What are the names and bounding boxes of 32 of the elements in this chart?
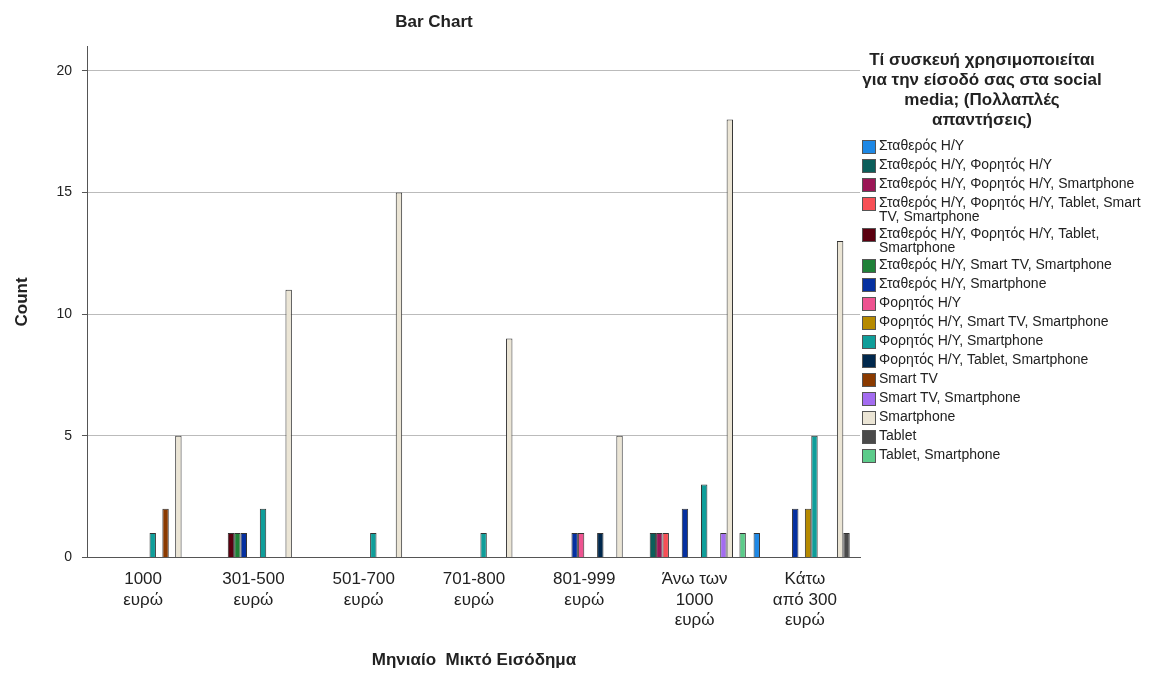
y-tick-label: 15 xyxy=(56,183,73,200)
legend-title: Τί συσκευή χρησιμοποιείται για την είσοδό σας στα social media; (Πολλαπλές απαντήσεις) xyxy=(862,50,1102,130)
legend-label: Σταθερός Η/Υ, Φορητός Η/Υ, Tablet, Smart TV, Smartphone xyxy=(879,194,1142,224)
x-tick-label: Κάτω από 300 ευρώ xyxy=(772,569,837,630)
legend-label: Σταθερός Η/Υ, Smartphone xyxy=(879,275,1048,291)
x-axis-title: Μηνιαίο Μικτό Εισόδημα xyxy=(371,650,577,670)
legend-label: Φορητός Η/Υ xyxy=(879,294,962,310)
x-tick-label: Άνω των 1000 ευρώ xyxy=(661,569,728,630)
legend-label: Σταθερός Η/Υ xyxy=(879,137,966,153)
x-tick-label: 701-800 ευρώ xyxy=(442,569,506,609)
legend-label: Smart TV, Smartphone xyxy=(879,389,1022,405)
y-tick-label: 5 xyxy=(64,426,73,443)
y-axis-title: Count xyxy=(11,277,31,327)
y-tick-label: 0 xyxy=(64,548,73,565)
y-tick-label: 20 xyxy=(56,61,73,78)
legend-label: Smart TV xyxy=(879,370,939,386)
legend-label: Tablet, Smartphone xyxy=(879,446,1002,462)
legend-label: Φορητός Η/Υ, Smartphone xyxy=(879,332,1045,348)
legend-label: Φορητός Η/Υ, Tablet, Smartphone xyxy=(879,351,1090,367)
x-tick-label: 301-500 ευρώ xyxy=(222,569,285,609)
legend-label: Σταθερός Η/Υ, Φορητός Η/Υ, Smartphone xyxy=(879,175,1136,191)
legend-label: Σταθερός Η/Υ, Φορητός Η/Υ, Tablet, Smartphone xyxy=(879,225,1101,255)
x-tick-label: 1000 ευρώ xyxy=(123,569,164,609)
legend-label: Σταθερός Η/Υ, Smart TV, Smartphone xyxy=(879,256,1113,272)
chart-title: Bar Chart xyxy=(395,11,474,31)
x-tick-label: 501-700 ευρώ xyxy=(332,569,395,609)
y-tick-label: 10 xyxy=(56,304,73,321)
legend-label: Smartphone xyxy=(879,408,957,424)
legend-label: Tablet xyxy=(879,427,918,443)
x-tick-label: 801-999 ευρώ xyxy=(553,569,616,609)
legend-label: Σταθερός Η/Υ, Φορητός Η/Υ xyxy=(879,156,1054,172)
legend-label: Φορητός Η/Υ, Smart TV, Smartphone xyxy=(879,313,1110,329)
